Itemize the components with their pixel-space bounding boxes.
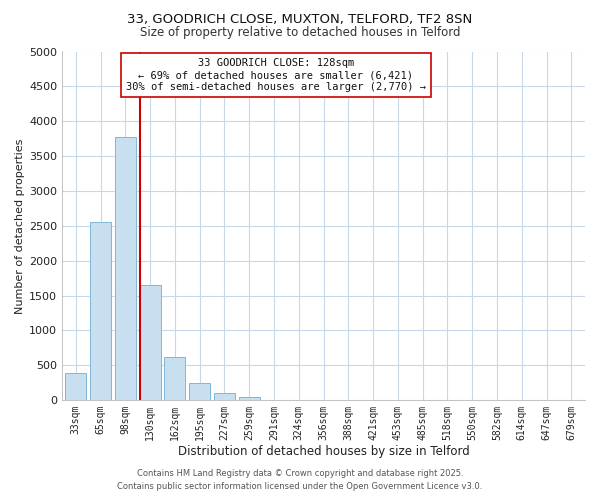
Text: Contains HM Land Registry data © Crown copyright and database right 2025.
Contai: Contains HM Land Registry data © Crown c… — [118, 470, 482, 491]
Bar — [239, 396, 260, 400]
Text: 33, GOODRICH CLOSE, MUXTON, TELFORD, TF2 8SN: 33, GOODRICH CLOSE, MUXTON, TELFORD, TF2… — [127, 12, 473, 26]
Bar — [140, 285, 161, 400]
X-axis label: Distribution of detached houses by size in Telford: Distribution of detached houses by size … — [178, 444, 469, 458]
Bar — [189, 383, 210, 400]
Bar — [115, 136, 136, 400]
Bar — [90, 222, 111, 400]
Y-axis label: Number of detached properties: Number of detached properties — [15, 138, 25, 314]
Bar — [214, 393, 235, 400]
Bar — [164, 357, 185, 400]
Text: 33 GOODRICH CLOSE: 128sqm
← 69% of detached houses are smaller (6,421)
30% of se: 33 GOODRICH CLOSE: 128sqm ← 69% of detac… — [126, 58, 426, 92]
Bar — [65, 373, 86, 400]
Text: Size of property relative to detached houses in Telford: Size of property relative to detached ho… — [140, 26, 460, 39]
